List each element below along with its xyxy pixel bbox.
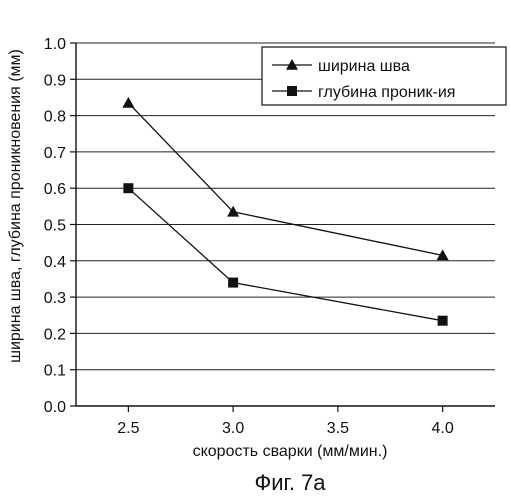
data-point-square: [287, 86, 297, 96]
y-tick-label: 0.7: [44, 145, 66, 162]
y-tick-label: 0.4: [44, 254, 66, 271]
series-line: [128, 103, 442, 256]
y-tick-label: 0.9: [44, 72, 66, 89]
data-point-triangle: [122, 97, 134, 108]
x-tick-label: 4.0: [432, 420, 454, 437]
x-tick-label: 3.5: [327, 420, 349, 437]
y-tick-label: 1.0: [44, 36, 66, 53]
y-axis-label: ширина шва, глубина проникновения (мм): [7, 49, 24, 363]
series: [122, 97, 448, 326]
x-tick-label: 2.5: [117, 420, 139, 437]
y-tick-label: 0.1: [44, 363, 66, 380]
data-point-square: [438, 316, 448, 326]
x-tick-labels: 2.5 3.0 3.5 4.0: [117, 420, 454, 437]
series-line: [128, 188, 442, 321]
legend: ширина шва глубина проник-ия: [262, 47, 506, 105]
y-tick-label: 0.3: [44, 290, 66, 307]
y-tick-label: 0.5: [44, 218, 66, 235]
y-tick-label: 0.6: [44, 181, 66, 198]
legend-label: ширина шва: [318, 58, 410, 75]
data-point-square: [228, 278, 238, 288]
y-tick-label: 0.8: [44, 109, 66, 126]
x-axis-label: скорость сварки (мм/мин.): [193, 443, 388, 460]
y-tick-labels: 0.0 0.1 0.2 0.3 0.4 0.5 0.6 0.7 0.8 0.9 1.0: [44, 36, 66, 416]
legend-label: глубина проник-ия: [318, 84, 455, 101]
y-tick-label: 0.0: [44, 399, 66, 416]
figure-caption: Фиг. 7а: [254, 470, 326, 495]
data-point-square: [123, 183, 133, 193]
y-tick-label: 0.2: [44, 326, 66, 343]
x-tick-label: 3.0: [222, 420, 244, 437]
